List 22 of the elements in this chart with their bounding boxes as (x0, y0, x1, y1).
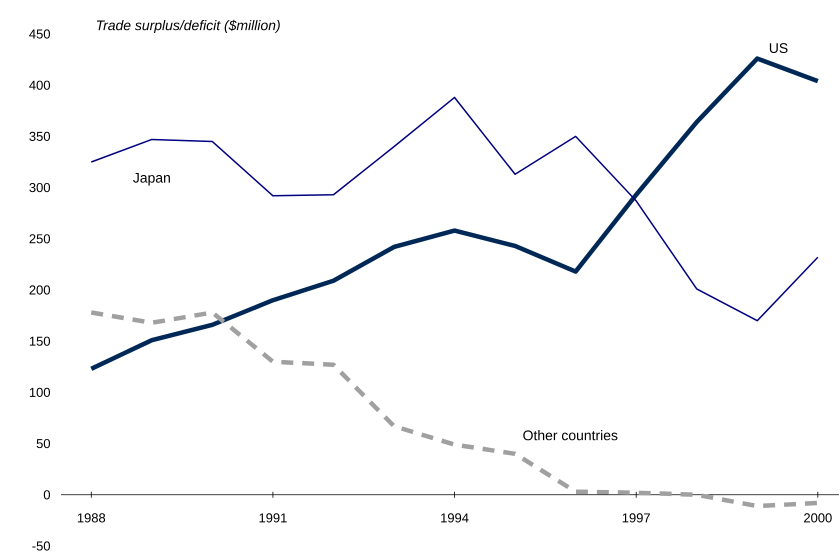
y-tick-label: 450 (29, 29, 50, 39)
y-tick-label: 50 (36, 438, 50, 448)
line-series (89, 56, 820, 372)
y-tick-label: 350 (29, 132, 50, 141)
y-tick-label: 0 (44, 490, 50, 500)
y-tick-label: -50 (32, 541, 50, 551)
x-tick-label: 1988 (78, 513, 106, 522)
x-tick-label: 1994 (441, 513, 469, 522)
x-tick-label: 2000 (804, 513, 832, 522)
y-tick-label: 300 (29, 182, 50, 192)
y-axis-title: Trade surplus/deficit ($million) (96, 20, 280, 34)
series-label: Japan (133, 172, 170, 186)
x-tick-label: 1997 (622, 513, 650, 522)
y-tick-label: 100 (30, 388, 50, 397)
series-label: Other countries (523, 430, 618, 440)
line-series (90, 96, 819, 322)
y-tick-label: 400 (29, 80, 50, 90)
y-tick-label: 250 (30, 234, 50, 244)
x-tick-label: 1991 (259, 513, 287, 522)
y-tick-label: 200 (30, 285, 50, 295)
series-label: US (770, 43, 788, 54)
y-tick-label: 150 (30, 336, 50, 346)
